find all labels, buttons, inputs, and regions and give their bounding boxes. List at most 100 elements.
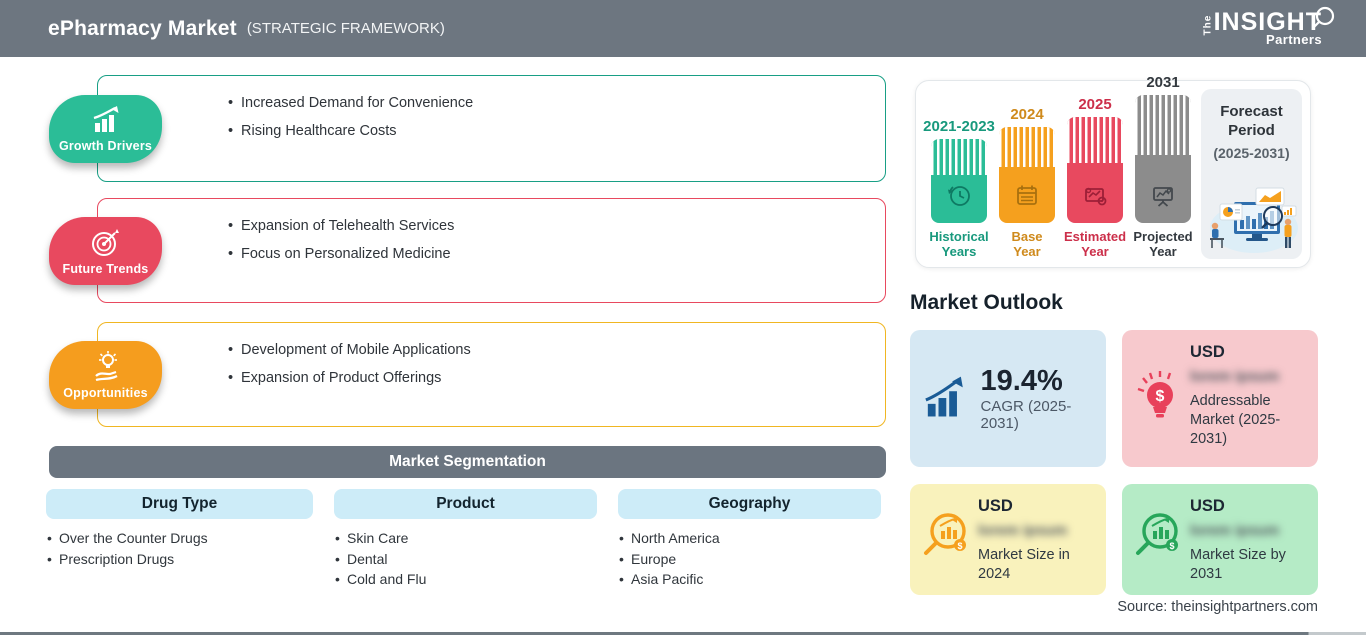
opportunities-box: Development of Mobile Applications Expan…: [97, 322, 886, 427]
bar-label: Estimated Year: [1064, 229, 1126, 259]
dollar-lightbulb-icon: $: [1137, 371, 1173, 418]
card-label: Market Size in 2024: [978, 547, 1070, 582]
growth-chart-icon: [93, 105, 118, 132]
list-item: Expansion of Telehealth Services: [228, 219, 885, 235]
list-item: Prescription Drugs: [47, 549, 313, 570]
bar-label: Historical Years: [929, 229, 988, 259]
target-icon: [91, 228, 119, 256]
card-label: Market Size by 2031: [1190, 547, 1286, 582]
opportunities-list: Development of Mobile Applications Expan…: [98, 323, 885, 387]
bar-year: 2025: [1078, 96, 1112, 113]
hand-lightbulb-icon: [94, 350, 118, 381]
analytics-icon: [1085, 187, 1107, 206]
growth-drivers-box: Increased Demand for Convenience Rising …: [97, 75, 886, 182]
logo-main: INSIGHT Partners: [1213, 8, 1322, 48]
segmentation-col-product: Product Skin Care Dental Cold and Flu: [334, 489, 597, 590]
analytics-team-illustration: [1209, 187, 1298, 253]
list-item: North America: [619, 528, 881, 549]
calendar-icon: [1017, 185, 1037, 205]
bar-base: 2024 Base Year: [999, 106, 1055, 259]
card-label: Addressable Market (2025-2031): [1190, 393, 1281, 447]
bar-projected: 2031 Projected Year: [1133, 74, 1192, 259]
svg-text:$: $: [1169, 541, 1174, 551]
bar-label-line2: Year: [1081, 244, 1109, 259]
market-size-2024-card: $ USD lorem ipsum Market Size in 2024: [910, 484, 1106, 595]
list-item: Over the Counter Drugs: [47, 528, 313, 549]
framework-row-opportunities: Development of Mobile Applications Expan…: [49, 322, 886, 427]
growth-arrow-bars-icon: [925, 376, 963, 416]
list-item: Development of Mobile Applications: [228, 343, 885, 359]
bar-label-line1: Historical: [929, 229, 989, 244]
timeline-bars: 2021-2023 Historical Years 2024: [923, 74, 1192, 259]
opportunities-badge: Opportunities: [49, 340, 162, 409]
outlook-cards: 19.4% CAGR (2025-2031) $: [910, 330, 1318, 595]
bar-stripes: [1135, 95, 1191, 155]
bar-year: 2021-2023: [923, 118, 995, 135]
clock-history-icon: [948, 186, 970, 206]
bar-year: 2024: [1010, 106, 1044, 123]
bar-stripes: [1067, 117, 1123, 163]
segmentation-title: Market Segmentation: [389, 453, 546, 470]
company-logo: The INSIGHT Partners: [1202, 6, 1336, 48]
list-item: Rising Healthcare Costs: [228, 124, 885, 140]
currency-label: USD: [1190, 343, 1225, 361]
bar-label: Projected Year: [1133, 229, 1192, 259]
source-attribution: Source: theinsightpartners.com: [1117, 599, 1318, 615]
segmentation-columns: Drug Type Over the Counter Drugs Prescri…: [46, 489, 881, 590]
redacted-value: lorem ipsum: [1190, 522, 1280, 539]
projection-screen-icon: [1153, 187, 1173, 207]
forecast-line1: Forecast: [1220, 103, 1283, 120]
timeline-panel: 2021-2023 Historical Years 2024: [915, 74, 1311, 268]
list-item: Dental: [335, 549, 597, 570]
page-title: ePharmacy Market: [48, 16, 237, 40]
growth-drivers-list: Increased Demand for Convenience Rising …: [98, 76, 885, 140]
card-text: USD lorem ipsum Addressable Market (2025…: [1190, 343, 1308, 467]
market-outlook-title: Market Outlook: [910, 291, 1063, 314]
bar-label-line1: Projected: [1133, 229, 1193, 244]
bar-historical: 2021-2023 Historical Years: [923, 118, 995, 259]
drug-type-chip: Drug Type: [46, 489, 313, 519]
list-item: Europe: [619, 549, 881, 570]
bar-label-line1: Estimated: [1063, 229, 1127, 244]
forecast-line2: Period: [1228, 122, 1275, 139]
list-item: Expansion of Product Offerings: [228, 371, 885, 387]
chip-label: Geography: [708, 495, 791, 512]
logo-the: The: [1202, 14, 1214, 36]
redacted-value: lorem ipsum: [1190, 368, 1280, 385]
bar-label: Base Year: [1011, 229, 1042, 259]
future-trends-badge: Future Trends: [49, 216, 162, 285]
logo-insight: INSIGHT: [1213, 8, 1322, 36]
redacted-value: lorem ipsum: [978, 522, 1068, 539]
bar-label-line2: Year: [1149, 244, 1177, 259]
badge-label: Growth Drivers: [58, 138, 153, 153]
cagr-label: CAGR (2025-2031): [980, 397, 1072, 432]
bar-estimated: 2025 Estimated Year: [1064, 96, 1126, 259]
bar-label-line2: Years: [941, 244, 977, 259]
icon-wrap: $: [918, 507, 974, 595]
header-bar: ePharmacy Market (STRATEGIC FRAMEWORK) T…: [0, 0, 1366, 57]
bar-label-line1: Base: [1011, 229, 1043, 244]
svg-text:$: $: [1156, 388, 1165, 405]
drug-type-list: Over the Counter Drugs Prescription Drug…: [46, 528, 313, 569]
bar-year: 2031: [1146, 74, 1180, 91]
framework-row-growth-drivers: Increased Demand for Convenience Rising …: [49, 75, 886, 182]
icon-wrap: $: [1130, 507, 1186, 595]
currency-label: USD: [1190, 497, 1225, 515]
segmentation-col-drug-type: Drug Type Over the Counter Drugs Prescri…: [46, 489, 313, 590]
framework-row-future-trends: Expansion of Telehealth Services Focus o…: [49, 198, 886, 303]
page-subtitle: (STRATEGIC FRAMEWORK): [246, 20, 445, 37]
currency-label: USD: [978, 497, 1013, 515]
bar-stripes: [931, 139, 987, 175]
growth-drivers-badge: Growth Drivers: [49, 94, 162, 163]
market-segmentation-bar: Market Segmentation: [49, 446, 886, 478]
magnifier-ring-icon: [1313, 6, 1335, 28]
product-list: Skin Care Dental Cold and Flu: [334, 528, 597, 590]
market-size-2031-card: $ USD lorem ipsum Market Size by 2031: [1122, 484, 1318, 595]
list-item: Increased Demand for Convenience: [228, 96, 885, 112]
list-item: Asia Pacific: [619, 569, 881, 590]
future-trends-box: Expansion of Telehealth Services Focus o…: [97, 198, 886, 303]
card-text: USD lorem ipsum Market Size by 2031: [1190, 497, 1308, 595]
bar-label-line2: Year: [1013, 244, 1041, 259]
chip-label: Drug Type: [141, 495, 218, 512]
magnifier-chart-icon: $: [1136, 513, 1178, 555]
